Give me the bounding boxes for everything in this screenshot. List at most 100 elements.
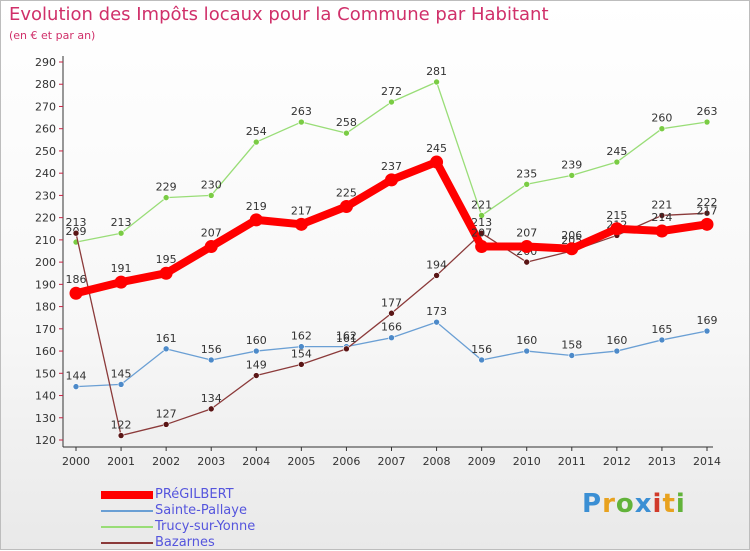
data-point-trucy-sur-yonne (162, 194, 170, 201)
data-point-sainte-pallaye (298, 343, 305, 350)
legend-label: Trucy-sur-Yonne (155, 519, 256, 534)
y-tick-label: 260 (35, 123, 56, 136)
data-label-sainte-pallaye: 165 (651, 323, 672, 336)
data-label-trucy-sur-yonne: 245 (606, 145, 627, 158)
data-label-sainte-pallaye: 169 (697, 314, 718, 327)
data-point-pr-gilbert (159, 266, 173, 280)
legend-label: PRéGILBERT (155, 487, 234, 502)
y-tick-label: 270 (35, 100, 56, 113)
legend-swatch (101, 491, 153, 499)
x-tick-label: 2003 (197, 455, 225, 468)
data-label-pr-gilbert: 195 (156, 253, 177, 266)
data-point-trucy-sur-yonne (298, 118, 305, 126)
data-point-sainte-pallaye (72, 383, 80, 390)
data-point-bazarnes (343, 345, 350, 353)
data-point-bazarnes (117, 432, 125, 439)
data-point-bazarnes (433, 272, 440, 279)
data-point-pr-gilbert (204, 240, 218, 254)
data-point-bazarnes (252, 372, 260, 379)
data-point-pr-gilbert (700, 217, 714, 231)
data-point-sainte-pallaye (252, 347, 260, 355)
data-label-sainte-pallaye: 156 (201, 343, 222, 356)
data-point-pr-gilbert (565, 242, 579, 256)
data-label-pr-gilbert: 217 (697, 204, 718, 217)
data-label-bazarnes: 122 (111, 419, 132, 432)
data-point-sainte-pallaye (388, 334, 395, 342)
x-tick-label: 2000 (62, 455, 90, 468)
data-point-pr-gilbert (655, 224, 669, 238)
data-label-trucy-sur-yonne: 254 (246, 125, 267, 138)
data-point-pr-gilbert (249, 213, 263, 227)
data-label-trucy-sur-yonne: 281 (426, 65, 447, 78)
legend-swatch (101, 510, 153, 512)
x-tick-label: 2004 (242, 455, 270, 468)
y-tick-label: 140 (35, 390, 56, 403)
data-label-pr-gilbert: 214 (651, 211, 672, 224)
legend-label: Sainte-Pallaye (155, 503, 247, 518)
data-point-pr-gilbert (294, 217, 308, 231)
y-tick-label: 150 (35, 367, 56, 380)
data-label-pr-gilbert: 215 (606, 209, 627, 222)
y-tick-label: 230 (35, 189, 56, 202)
data-label-pr-gilbert: 219 (246, 200, 267, 213)
brand-letter: x (634, 489, 653, 519)
data-label-bazarnes: 149 (246, 359, 267, 372)
x-tick-label: 2014 (693, 455, 721, 468)
data-point-sainte-pallaye (568, 352, 576, 359)
chart-title: Evolution des Impôts locaux pour la Comm… (9, 4, 549, 25)
data-label-bazarnes: 154 (291, 347, 312, 360)
y-tick-label: 170 (35, 323, 56, 336)
y-tick-label: 240 (35, 167, 56, 180)
data-point-bazarnes (658, 212, 666, 219)
data-label-trucy-sur-yonne: 229 (156, 181, 177, 194)
data-label-pr-gilbert: 206 (561, 229, 582, 242)
data-point-pr-gilbert (520, 240, 534, 254)
y-tick-label: 190 (35, 278, 56, 291)
data-point-sainte-pallaye (433, 318, 440, 326)
data-label-sainte-pallaye: 156 (471, 343, 492, 356)
data-point-bazarnes (298, 361, 305, 368)
data-label-sainte-pallaye: 166 (381, 321, 402, 334)
data-point-trucy-sur-yonne (117, 229, 125, 237)
data-point-trucy-sur-yonne (207, 192, 215, 199)
data-label-trucy-sur-yonne: 258 (336, 116, 357, 129)
data-label-trucy-sur-yonne: 260 (651, 112, 672, 125)
data-label-trucy-sur-yonne: 230 (201, 178, 222, 191)
y-tick-label: 210 (35, 234, 56, 247)
data-point-pr-gilbert (114, 275, 128, 289)
data-label-bazarnes: 127 (156, 407, 177, 420)
brand-logo: Proxiti (582, 489, 686, 519)
data-label-sainte-pallaye: 158 (561, 339, 582, 352)
x-tick-label: 2009 (468, 455, 496, 468)
data-point-bazarnes (703, 209, 711, 217)
legend-swatch (101, 542, 153, 544)
data-label-pr-gilbert: 207 (471, 227, 492, 240)
data-point-sainte-pallaye (703, 327, 711, 335)
data-point-bazarnes (523, 258, 531, 266)
data-label-trucy-sur-yonne: 263 (291, 105, 312, 118)
data-point-sainte-pallaye (658, 336, 666, 344)
data-point-trucy-sur-yonne (523, 180, 531, 188)
y-tick-label: 180 (35, 301, 56, 314)
data-label-trucy-sur-yonne: 263 (697, 105, 718, 118)
x-tick-label: 2005 (287, 455, 315, 468)
y-tick-label: 280 (35, 78, 56, 91)
data-point-trucy-sur-yonne (703, 118, 711, 126)
data-point-sainte-pallaye (478, 356, 485, 364)
data-point-trucy-sur-yonne (252, 138, 260, 146)
x-tick-label: 2006 (332, 455, 360, 468)
brand-letter: r (602, 489, 616, 519)
data-point-sainte-pallaye (207, 356, 215, 364)
x-tick-label: 2001 (107, 455, 135, 468)
data-label-pr-gilbert: 225 (336, 187, 357, 200)
data-point-bazarnes (162, 421, 170, 428)
data-label-bazarnes: 161 (336, 332, 357, 345)
data-label-trucy-sur-yonne: 221 (471, 198, 492, 211)
y-tick-label: 220 (35, 212, 56, 225)
data-label-sainte-pallaye: 162 (291, 330, 312, 343)
x-tick-label: 2012 (603, 455, 631, 468)
data-point-sainte-pallaye (523, 347, 531, 355)
legend-swatch (101, 526, 153, 528)
